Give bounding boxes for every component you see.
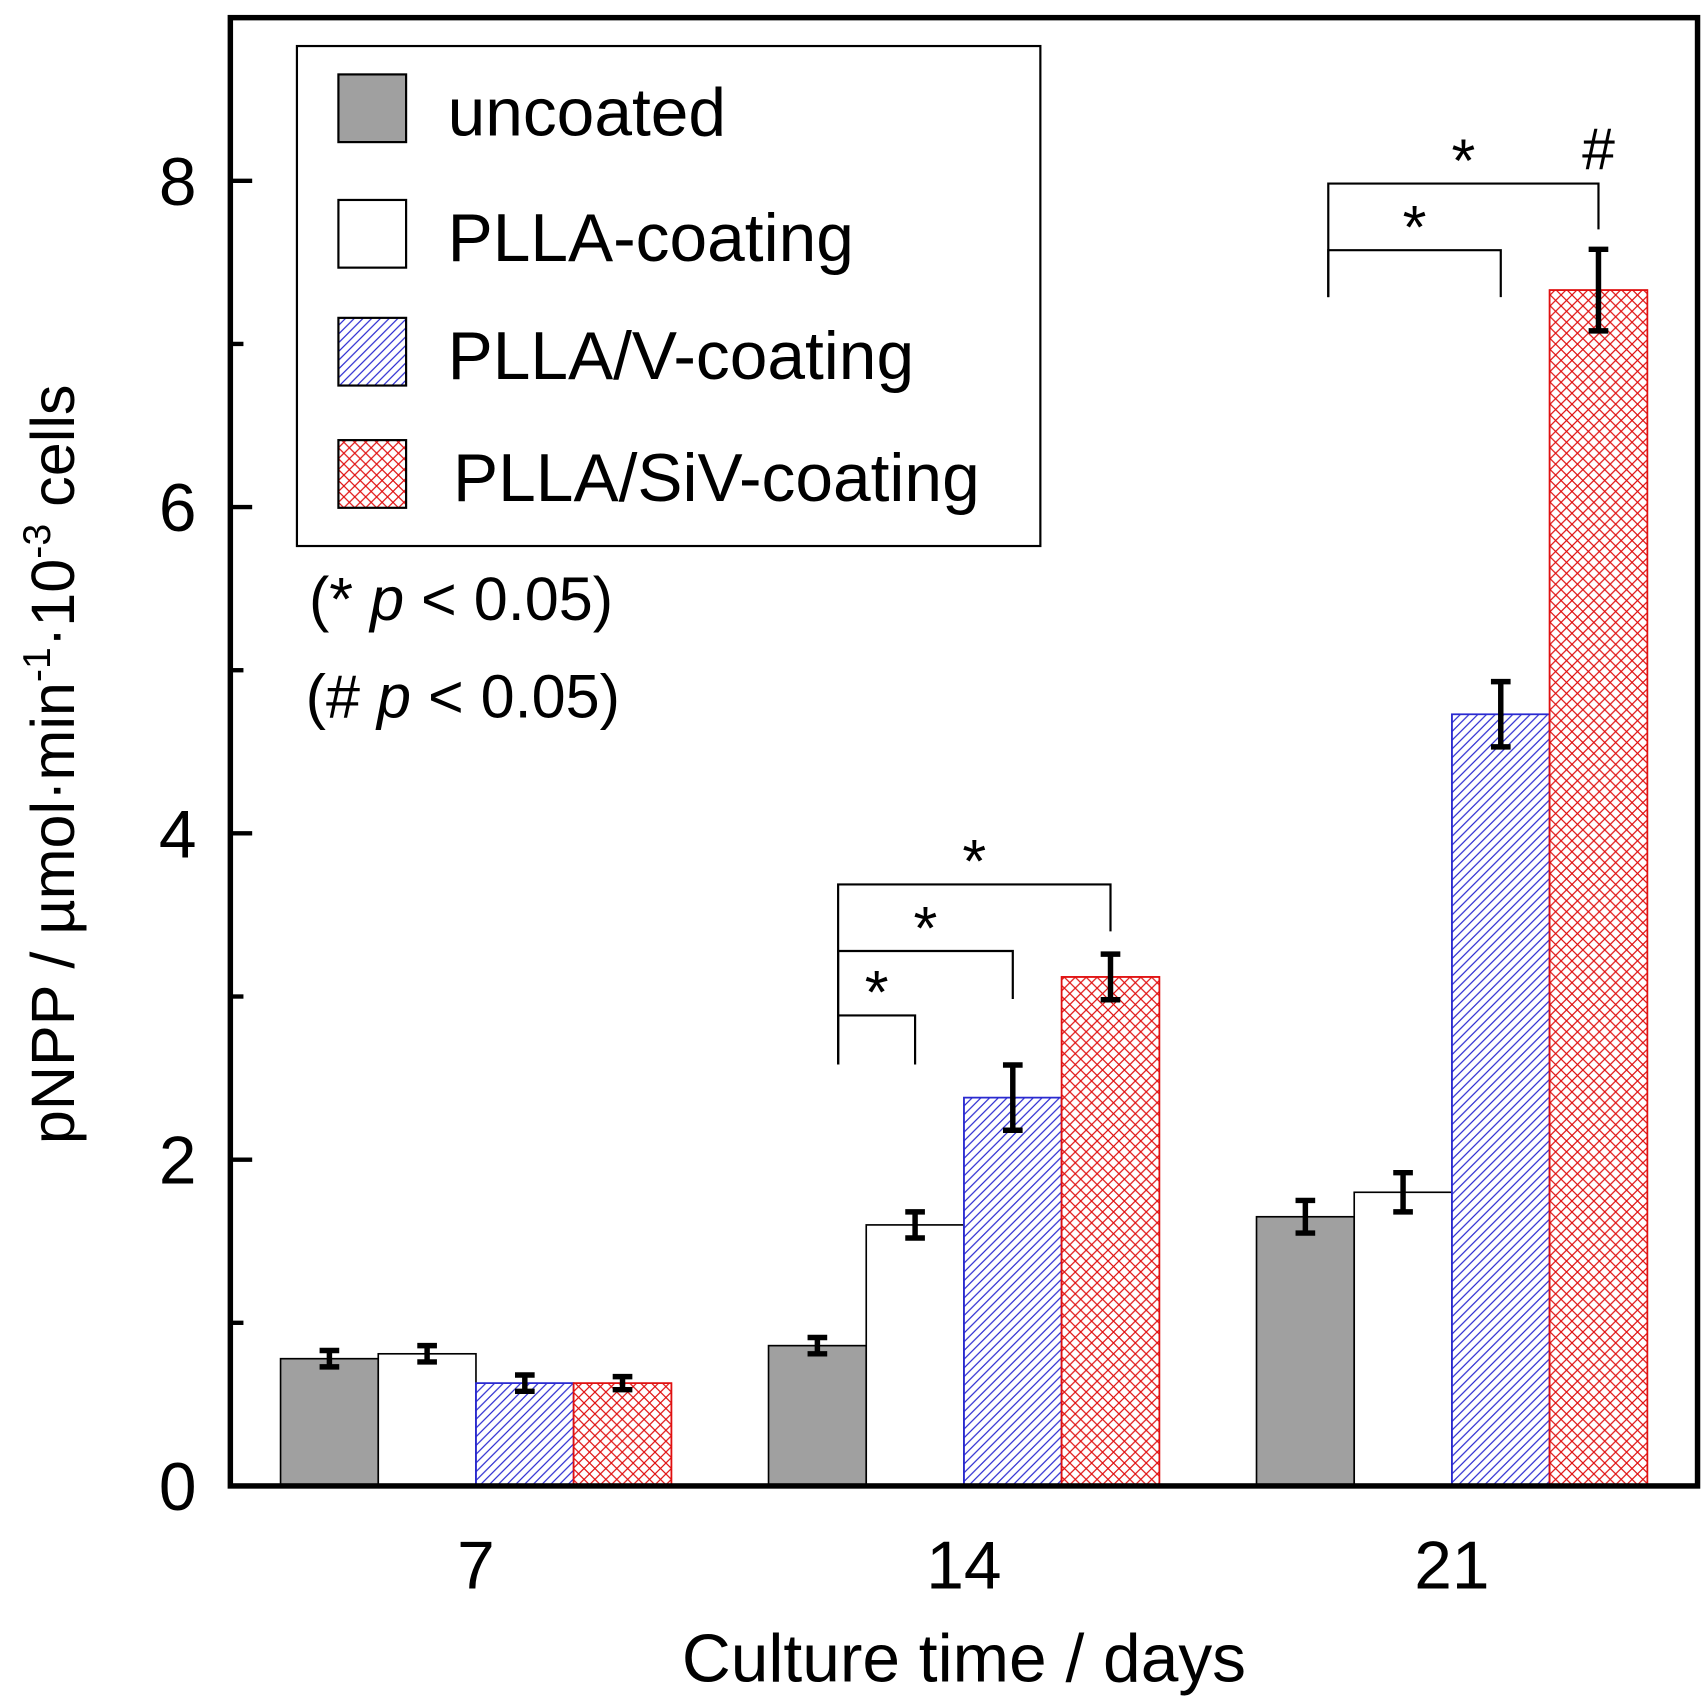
bar [963,1096,1063,1487]
y-axis-label: pNPP / µmol·min-1·10-3 cells [15,385,87,1145]
x-axis-label: Culture time / days [682,1621,1246,1696]
legend-label: PLLA-coating [448,201,854,276]
bar [572,1382,673,1487]
bar [865,1224,965,1487]
bar [1353,1191,1453,1487]
legend-swatch [337,198,408,269]
legend-label: PLLA/V-coating [448,319,914,394]
x-tick-label: 14 [926,1529,1001,1604]
annotation-star: (* p < 0.05) [309,565,613,633]
bar [377,1352,477,1487]
legend-box [295,44,1042,548]
error-bar [905,1209,925,1241]
legend-label: PLLA/SiV-coating [453,441,980,516]
significance-star: * [1451,126,1475,194]
y-tick-label: 2 [159,1124,197,1199]
error-bar [1490,678,1511,750]
significance-star: * [1403,193,1427,261]
legend-swatch [337,439,408,509]
error-bar [1100,951,1121,1003]
error-bar [1393,1169,1413,1215]
legend-swatch [337,316,408,387]
bar [767,1344,868,1487]
y-tick-label: 6 [159,471,197,546]
error-bar [417,1342,437,1365]
legend-swatch [337,73,408,144]
x-tick-label: 7 [457,1529,495,1604]
hash-mark: # [1582,117,1615,182]
significance-bracket [1327,182,1600,298]
error-bar [319,1347,340,1370]
error-bar [1002,1062,1023,1134]
bar [1255,1215,1356,1487]
significance-bracket [837,883,1112,1065]
bar [1060,976,1161,1487]
error-bar [807,1334,828,1357]
bar [1548,289,1649,1487]
bar [279,1357,380,1487]
x-tick-label: 21 [1414,1529,1489,1604]
y-tick-label: 8 [159,145,197,220]
error-bar [612,1373,633,1393]
y-tick-label: 4 [159,797,197,872]
y-tick-label: 0 [159,1450,197,1525]
legend: uncoated PLLA-coating PLLA/V-coating PLLA/S… [295,44,1042,548]
error-bar [1588,246,1609,334]
significance-star: * [914,894,938,962]
bar [475,1382,575,1487]
plot-frame [227,14,1701,1489]
error-bar [1295,1197,1316,1236]
significance-star: * [962,827,986,895]
legend-label: uncoated [448,76,726,151]
significance-star: * [865,958,889,1026]
bar [1451,713,1551,1487]
annotation-hash: (# p < 0.05) [306,662,620,730]
error-bar [514,1372,535,1395]
